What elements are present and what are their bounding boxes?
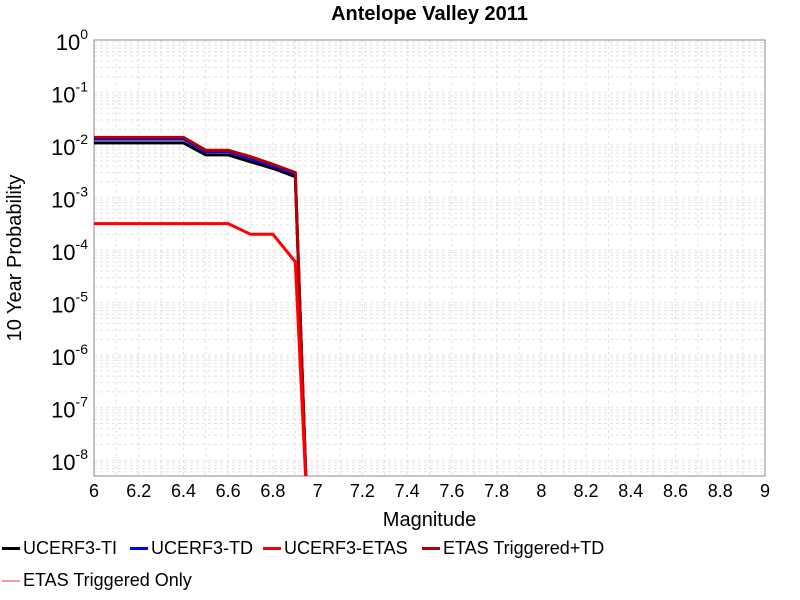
legend-swatch: [2, 547, 20, 550]
x-tick-label: 6: [89, 481, 99, 501]
legend-item: UCERF3-TD: [130, 538, 253, 559]
x-tick-label: 8.8: [708, 481, 733, 501]
legend-label: UCERF3-ETAS: [284, 538, 408, 558]
legend-item: ETAS Triggered+TD: [422, 538, 604, 559]
y-tick-label: 10-5: [51, 289, 88, 318]
y-axis-label: 10 Year Probability: [4, 175, 26, 342]
legend-swatch: [263, 547, 281, 550]
y-tick-label: 10-7: [51, 394, 88, 423]
legend-swatch: [422, 547, 440, 550]
x-tick-label: 7.6: [439, 481, 464, 501]
x-tick-label: 6.8: [260, 481, 285, 501]
y-tick-label: 100: [56, 26, 88, 55]
x-tick-label: 8.6: [663, 481, 688, 501]
legend-item: UCERF3-ETAS: [263, 538, 408, 559]
y-tick-label: 10-2: [51, 131, 88, 160]
legend-label: UCERF3-TD: [151, 538, 253, 558]
series-line-etas-triggered-td: [94, 135, 308, 476]
x-tick-label: 6.4: [171, 481, 196, 501]
x-tick-label: 8.2: [574, 481, 599, 501]
legend-swatch: [130, 547, 148, 550]
x-axis-label: Magnitude: [383, 509, 476, 531]
x-tick-label: 7.8: [484, 481, 509, 501]
plot-frame: [93, 39, 766, 477]
legend-item: UCERF3-TI: [2, 538, 117, 559]
series-line-ucerf3-ti: [94, 141, 308, 476]
legend-swatch: [2, 579, 20, 582]
y-tick-label: 10-3: [51, 184, 88, 213]
x-tick-label: 6.6: [216, 481, 241, 501]
y-tick-label: 10-1: [51, 79, 88, 108]
x-tick-label: 6.2: [126, 481, 151, 501]
legend-label: ETAS Triggered+TD: [443, 538, 605, 558]
x-tick-label: 7.2: [350, 481, 375, 501]
legend-item: ETAS Triggered Only: [2, 570, 192, 591]
x-tick-label: 7.4: [395, 481, 420, 501]
x-tick-label: 7: [313, 481, 323, 501]
y-tick-label: 10-4: [51, 236, 88, 265]
legend-label: UCERF3-TI: [23, 538, 117, 558]
series-line-ucerf3-etas: [94, 222, 308, 476]
chart-title: Antelope Valley 2011: [331, 3, 528, 25]
x-tick-label: 9: [760, 481, 770, 501]
x-tick-label: 8.4: [618, 481, 643, 501]
y-tick-label: 10-6: [51, 341, 88, 370]
legend-label: ETAS Triggered Only: [23, 570, 192, 590]
x-tick-label: 8: [536, 481, 546, 501]
y-tick-label: 10-8: [51, 446, 88, 475]
